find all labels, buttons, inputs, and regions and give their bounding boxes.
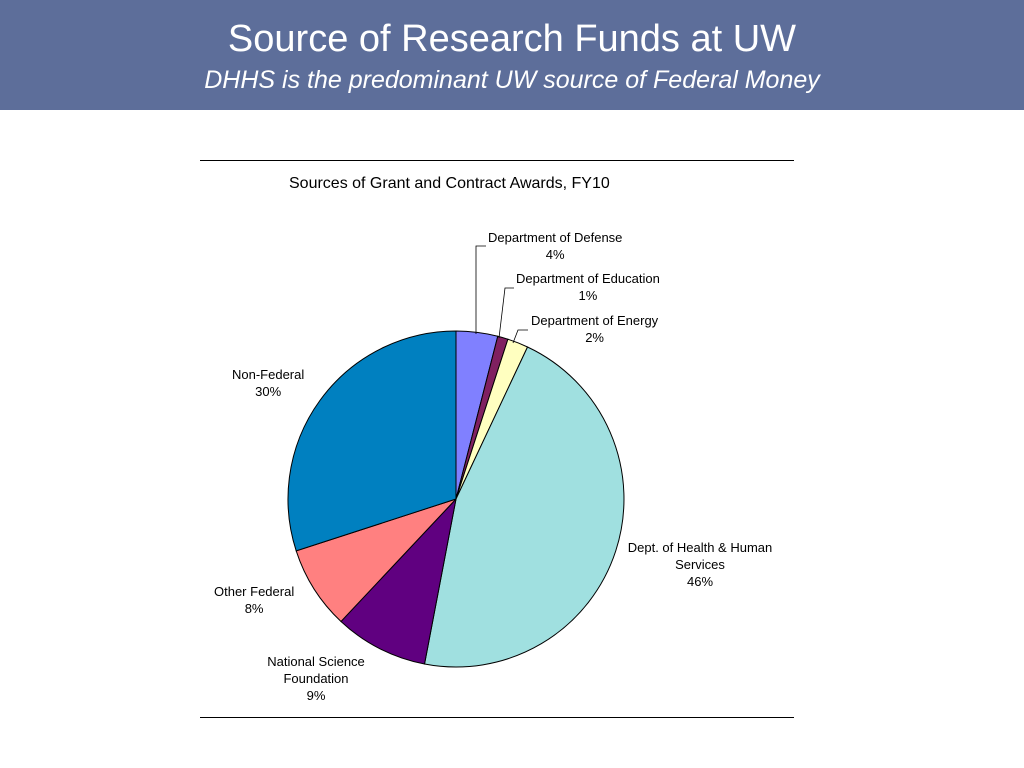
- slice-name-non-federal: Non-Federal: [232, 367, 305, 382]
- slice-name-nsf: National Science Foundation: [267, 654, 365, 686]
- slice-label-nsf: National Science Foundation 9%: [256, 653, 376, 704]
- slice-label-non-federal: Non-Federal 30%: [232, 366, 304, 400]
- pie-slice-non-federal: [287, 330, 457, 552]
- slide-subtitle: DHHS is the predominant UW source of Fed…: [204, 66, 820, 94]
- slice-label-energy: Department of Energy 2%: [531, 312, 658, 346]
- slice-name-other-federal: Other Federal: [214, 584, 295, 599]
- slice-label-defense: Department of Defense 4%: [488, 229, 622, 263]
- bottom-rule: [200, 717, 794, 718]
- slice-value-energy: 2%: [585, 330, 604, 345]
- slice-name-dhhs: Dept. of Health & Human Services: [627, 540, 773, 572]
- leader-line-education: [498, 287, 514, 339]
- slide-title: Source of Research Funds at UW: [227, 18, 797, 60]
- slice-value-dhhs: 46%: [686, 574, 714, 589]
- slice-name-defense: Department of Defense: [488, 230, 623, 245]
- slice-value-nsf: 9%: [306, 688, 326, 703]
- pie-slice-national-science-foundation: [340, 497, 457, 665]
- chart-title: Sources of Grant and Contract Awards, FY…: [289, 175, 610, 192]
- top-rule: [200, 160, 794, 161]
- slice-value-other-federal: 8%: [244, 601, 264, 616]
- slice-label-other-federal: Other Federal 8%: [214, 583, 294, 617]
- slice-value-education: 1%: [578, 288, 598, 303]
- leader-line-defense: [475, 245, 486, 334]
- slice-label-dhhs: Dept. of Health & Human Services 46%: [620, 539, 780, 590]
- leader-line-energy: [512, 329, 528, 344]
- pie-slice-dept-of-health-human-services: [423, 346, 625, 668]
- slice-label-education: Department of Education 1%: [516, 270, 660, 304]
- title-bar: Source of Research Funds at UW DHHS is t…: [0, 0, 1024, 110]
- slice-name-education: Department of Education: [516, 271, 660, 286]
- slice-name-energy: Department of Energy: [531, 313, 659, 328]
- slice-value-non-federal: 30%: [255, 384, 282, 399]
- slice-value-defense: 4%: [545, 247, 565, 262]
